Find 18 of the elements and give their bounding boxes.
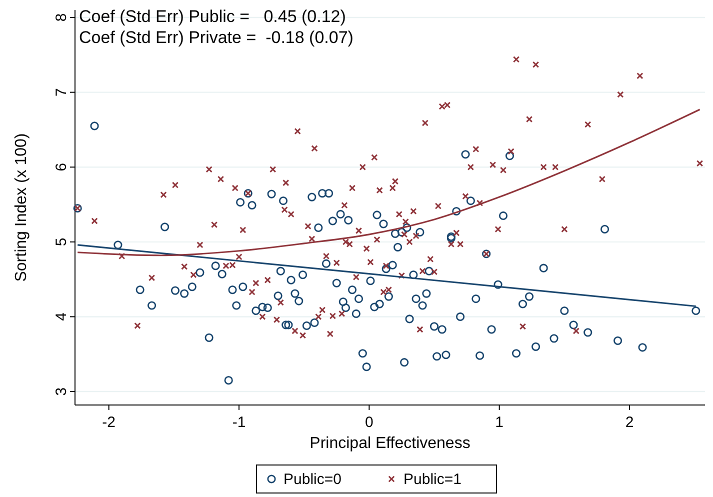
line-series — [76, 108, 701, 256]
y-tick-label: 4 — [53, 312, 70, 321]
legend-label: Public=1 — [404, 471, 462, 488]
y-tick-label: 6 — [53, 162, 70, 172]
x-tick-label: 1 — [495, 414, 504, 431]
annotation: Coef (Std Err) Private = -0.18 (0.07) — [79, 28, 354, 47]
y-tick-label: 7 — [53, 88, 70, 96]
x-axis-title: Principal Effectiveness — [310, 435, 470, 452]
y-tick-label: 3 — [53, 387, 70, 396]
legend-label: Public=0 — [284, 471, 342, 488]
y-tick-label: 8 — [53, 13, 70, 22]
y-tick-label: 5 — [53, 238, 70, 246]
annotation: Coef (Std Err) Public = 0.45 (0.12) — [79, 7, 346, 26]
x-tick-label: -2 — [102, 414, 116, 431]
x-tick-label: 2 — [625, 414, 634, 431]
x-tick-label: -1 — [232, 414, 246, 431]
y-axis-title: Sorting Index (x 100) — [13, 133, 30, 282]
x-tick-label: 0 — [365, 414, 374, 431]
